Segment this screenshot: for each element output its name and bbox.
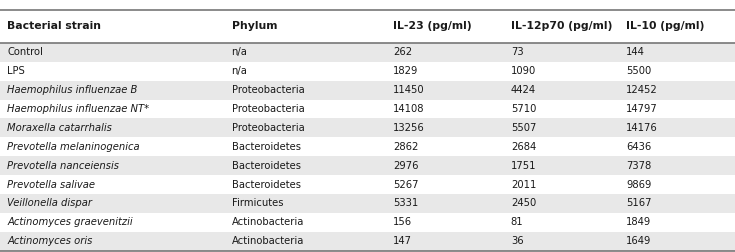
- Text: 1849: 1849: [626, 217, 651, 227]
- Text: 4424: 4424: [511, 85, 536, 95]
- Bar: [0, 118, 735, 137]
- Text: Bacteroidetes: Bacteroidetes: [232, 142, 301, 152]
- Text: n/a: n/a: [232, 47, 248, 57]
- Bar: [0, 194, 735, 213]
- Text: 2011: 2011: [511, 180, 537, 190]
- Text: 36: 36: [511, 236, 523, 246]
- Text: 5267: 5267: [393, 180, 419, 190]
- Text: 12452: 12452: [626, 85, 658, 95]
- Text: 144: 144: [626, 47, 645, 57]
- Text: Haemophilus influenzae B: Haemophilus influenzae B: [7, 85, 137, 95]
- Text: 1829: 1829: [393, 66, 419, 76]
- Text: Actinobacteria: Actinobacteria: [232, 217, 304, 227]
- Bar: [0, 10, 735, 43]
- Bar: [0, 100, 735, 118]
- Bar: [0, 81, 735, 100]
- Text: Actinobacteria: Actinobacteria: [232, 236, 304, 246]
- Text: 5710: 5710: [511, 104, 537, 114]
- Bar: [0, 43, 735, 62]
- Bar: [0, 213, 735, 232]
- Text: Phylum: Phylum: [232, 21, 277, 32]
- Text: IL-12p70 (pg/ml): IL-12p70 (pg/ml): [511, 21, 612, 32]
- Text: 262: 262: [393, 47, 412, 57]
- Bar: [0, 156, 735, 175]
- Text: IL-10 (pg/ml): IL-10 (pg/ml): [626, 21, 705, 32]
- Text: 7378: 7378: [626, 161, 651, 171]
- Text: 2976: 2976: [393, 161, 419, 171]
- Text: 156: 156: [393, 217, 412, 227]
- Text: Prevotella nanceiensis: Prevotella nanceiensis: [7, 161, 119, 171]
- Text: 81: 81: [511, 217, 523, 227]
- Text: n/a: n/a: [232, 66, 248, 76]
- Bar: [0, 62, 735, 81]
- Text: 11450: 11450: [393, 85, 425, 95]
- Text: 5507: 5507: [511, 123, 537, 133]
- Text: 14797: 14797: [626, 104, 658, 114]
- Text: LPS: LPS: [7, 66, 25, 76]
- Text: 2862: 2862: [393, 142, 419, 152]
- Text: 1649: 1649: [626, 236, 652, 246]
- Text: Proteobacteria: Proteobacteria: [232, 85, 304, 95]
- Text: Bacterial strain: Bacterial strain: [7, 21, 101, 32]
- Text: Actinomyces oris: Actinomyces oris: [7, 236, 93, 246]
- Text: Prevotella melaninogenica: Prevotella melaninogenica: [7, 142, 140, 152]
- Text: 13256: 13256: [393, 123, 425, 133]
- Text: Veillonella dispar: Veillonella dispar: [7, 199, 93, 208]
- Text: 1751: 1751: [511, 161, 537, 171]
- Text: 5167: 5167: [626, 199, 652, 208]
- Text: 2450: 2450: [511, 199, 536, 208]
- Text: 14108: 14108: [393, 104, 425, 114]
- Text: 5500: 5500: [626, 66, 651, 76]
- Bar: [0, 232, 735, 251]
- Text: IL-23 (pg/ml): IL-23 (pg/ml): [393, 21, 472, 32]
- Text: 5331: 5331: [393, 199, 418, 208]
- Text: Control: Control: [7, 47, 43, 57]
- Text: Actinomyces graevenitzii: Actinomyces graevenitzii: [7, 217, 133, 227]
- Text: Proteobacteria: Proteobacteria: [232, 104, 304, 114]
- Text: Haemophilus influenzae NT*: Haemophilus influenzae NT*: [7, 104, 149, 114]
- Text: 147: 147: [393, 236, 412, 246]
- Bar: [0, 175, 735, 194]
- Text: Bacteroidetes: Bacteroidetes: [232, 180, 301, 190]
- Text: 9869: 9869: [626, 180, 652, 190]
- Text: 2684: 2684: [511, 142, 536, 152]
- Text: 6436: 6436: [626, 142, 651, 152]
- Bar: [0, 137, 735, 156]
- Text: 73: 73: [511, 47, 523, 57]
- Text: Bacteroidetes: Bacteroidetes: [232, 161, 301, 171]
- Text: Proteobacteria: Proteobacteria: [232, 123, 304, 133]
- Text: Firmicutes: Firmicutes: [232, 199, 283, 208]
- Text: Prevotella salivae: Prevotella salivae: [7, 180, 96, 190]
- Text: Moraxella catarrhalis: Moraxella catarrhalis: [7, 123, 112, 133]
- Text: 1090: 1090: [511, 66, 536, 76]
- Text: 14176: 14176: [626, 123, 658, 133]
